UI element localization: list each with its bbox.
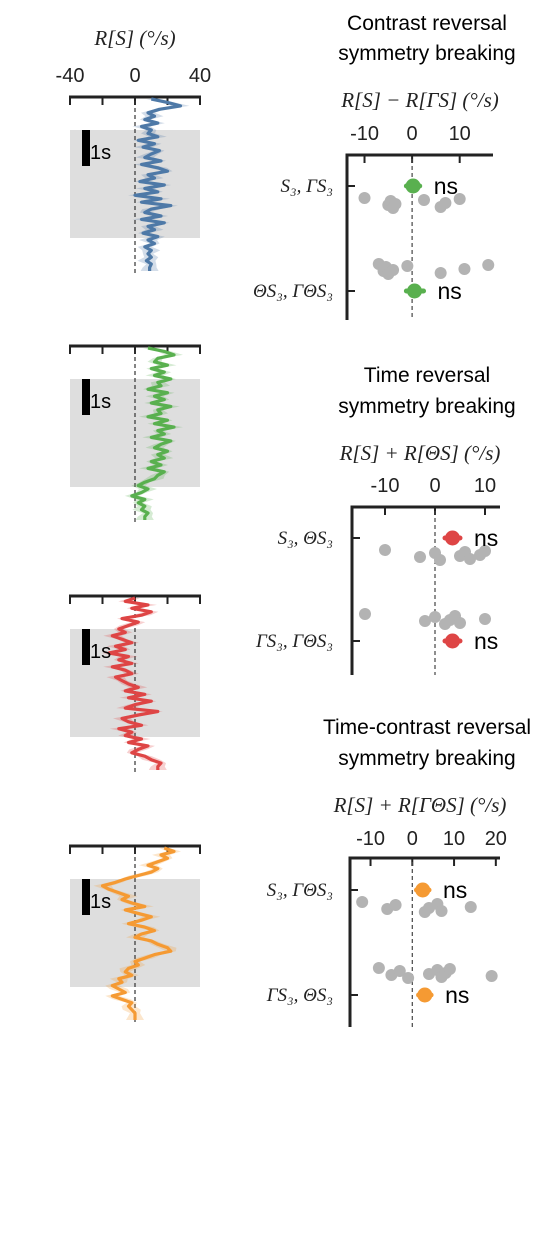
significance-label: ns	[474, 628, 498, 654]
x-tick-label: 10	[474, 475, 496, 497]
x-axis-label: R[S] + R[ΘS] (°/s)	[339, 441, 501, 465]
data-point	[358, 192, 371, 204]
data-point	[479, 613, 491, 625]
data-point	[402, 972, 415, 984]
data-point	[389, 899, 402, 911]
x-tick-label: 0	[407, 828, 418, 850]
left-tick-label: -40	[56, 65, 85, 87]
summary-contrast-panel: Contrast reversal symmetry breaking R[S] −…	[253, 12, 516, 320]
scale-bar	[82, 879, 90, 915]
scale-bar-label: 1s	[90, 641, 111, 663]
data-point	[479, 545, 491, 557]
scale-bar-label: 1s	[90, 391, 111, 413]
data-point	[434, 554, 446, 566]
significance-label: ns	[443, 877, 467, 903]
data-point	[464, 553, 476, 565]
data-point	[393, 965, 406, 977]
data-point	[453, 193, 466, 205]
significance-label: ns	[438, 278, 462, 304]
x-tick-label: 20	[485, 828, 507, 850]
x-tick-label: 10	[443, 828, 465, 850]
trace-panels: 1s 1s 1s 1s	[69, 95, 201, 1022]
x-tick-label: 10	[449, 123, 471, 145]
trace-line	[100, 846, 176, 1020]
trace-time-contrast-panel: 1s	[69, 594, 201, 772]
data-point	[387, 264, 400, 276]
mean-marker	[415, 882, 431, 898]
right-column: Contrast reversal symmetry breaking R[S] −…	[253, 12, 531, 1027]
mean-marker	[417, 987, 433, 1003]
trace-line	[130, 346, 176, 520]
row-label: S₃, ΓΘS₃	[267, 880, 333, 901]
x-tick-label: -10	[350, 123, 379, 145]
trace-time-panel: 1s	[69, 344, 201, 522]
row-label: S₃, ΘS₃	[278, 528, 333, 549]
panel-title-line: Contrast reversal	[347, 12, 507, 35]
panel-title-line: symmetry breaking	[338, 395, 515, 418]
panel-title-line: Time-contrast reversal	[323, 716, 531, 739]
data-point	[401, 260, 414, 272]
data-point	[418, 194, 430, 206]
scale-bar	[82, 629, 90, 665]
x-tick-label: 0	[429, 475, 440, 497]
data-point	[356, 896, 369, 908]
data-point	[485, 970, 498, 982]
mean-marker	[405, 178, 421, 194]
left-tick-label: 40	[189, 65, 211, 87]
row-label: ΓS₃, ΓΘS₃	[255, 631, 333, 652]
left-axis-label: R[S] (°/s)	[93, 26, 175, 50]
trace-error-band	[102, 598, 167, 770]
data-point	[359, 608, 371, 620]
data-point	[389, 198, 402, 210]
scale-bar-label: 1s	[90, 891, 111, 913]
data-point	[379, 544, 391, 556]
trace-time-contrast-2-panel: 1s	[69, 844, 201, 1022]
data-point	[443, 963, 456, 975]
mean-marker	[445, 633, 460, 649]
summary-time-panel: Time reversal symmetry breaking R[S] + R[Θ…	[255, 364, 516, 675]
x-axis-label: R[S] − R[ΓS] (°/s)	[340, 88, 499, 112]
left-tick-label: 0	[129, 65, 140, 87]
x-tick-label: -10	[371, 475, 400, 497]
x-tick-label: -10	[356, 828, 385, 850]
scale-bar	[82, 379, 90, 415]
panel-title-line: Time reversal	[364, 364, 490, 387]
panel-title-line: symmetry breaking	[338, 42, 515, 65]
summary-time-contrast-panel: Time-contrast reversal symmetry breaking R…	[266, 716, 531, 1027]
scale-bar-label: 1s	[90, 142, 111, 164]
data-point	[434, 267, 447, 279]
significance-label: ns	[474, 525, 498, 551]
data-point	[454, 617, 466, 629]
significance-label: ns	[445, 982, 469, 1008]
trace-line	[133, 97, 183, 271]
data-point	[482, 259, 495, 271]
row-label: ΘS₃, ΓΘS₃	[253, 281, 333, 302]
data-point	[435, 905, 448, 917]
panel-title-line: symmetry breaking	[338, 747, 515, 770]
left-column: R[S] (°/s) -40 0 40 1s 1s 1s 1s	[56, 26, 212, 1022]
data-point	[414, 551, 426, 563]
scale-bar	[82, 130, 90, 166]
row-label: S₃, ΓS₃	[280, 176, 333, 197]
mean-marker	[445, 530, 460, 546]
significance-label: ns	[434, 173, 458, 199]
data-point	[372, 962, 385, 974]
trace-line	[107, 596, 163, 770]
data-point	[464, 901, 477, 913]
trace-contrast-panel: 1s	[69, 95, 201, 273]
data-point	[429, 611, 441, 623]
trace-error-band	[124, 348, 183, 520]
x-axis-label: R[S] + R[ΓΘS] (°/s)	[333, 793, 507, 817]
left-axis-ticklabels: -40 0 40	[56, 65, 212, 87]
x-tick-label: 0	[407, 123, 418, 145]
data-point	[439, 197, 452, 209]
mean-marker	[406, 283, 422, 299]
data-point	[419, 615, 431, 627]
row-label: ΓS₃, ΘS₃	[266, 985, 333, 1006]
data-point	[458, 263, 471, 275]
